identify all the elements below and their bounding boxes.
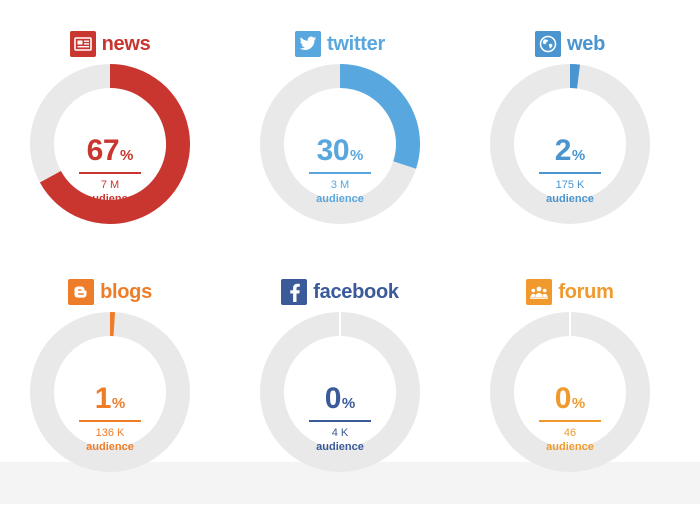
percent-label: 1% [95, 384, 126, 414]
channel-name: news [102, 33, 151, 56]
audience-value: 4 K [332, 426, 349, 440]
channel-name: web [567, 33, 605, 56]
percent-label: 0% [555, 384, 586, 414]
percent-value: 67 [87, 136, 119, 166]
card-title: facebook [230, 276, 450, 308]
donut-segment [570, 76, 579, 77]
percent-value: 1 [95, 384, 111, 414]
percent-symbol: % [342, 396, 355, 411]
audience-label: audience [316, 440, 364, 454]
percent-symbol: % [572, 148, 585, 163]
percent-value: 0 [325, 384, 341, 414]
audience-label: audience [86, 192, 134, 206]
percent-symbol: % [572, 396, 585, 411]
percent-label: 0% [325, 384, 356, 414]
audience-value: 175 K [556, 178, 585, 192]
channel-name: facebook [313, 281, 398, 304]
channel-name: twitter [327, 33, 385, 56]
divider [79, 420, 141, 422]
divider [309, 420, 371, 422]
divider [539, 420, 601, 422]
audience-label: audience [546, 192, 594, 206]
audience-label: audience [316, 192, 364, 206]
globe-icon [535, 31, 561, 57]
audience-label: audience [546, 440, 594, 454]
divider [79, 172, 141, 174]
card-title: blogs [0, 276, 220, 308]
blogger-icon [68, 279, 94, 305]
percent-value: 0 [555, 384, 571, 414]
channel-name: forum [558, 281, 613, 304]
audience-value: 136 K [96, 426, 125, 440]
percent-symbol: % [120, 148, 133, 163]
percent-symbol: % [350, 148, 363, 163]
divider [309, 172, 371, 174]
divider [539, 172, 601, 174]
channel-name: blogs [100, 281, 152, 304]
percent-value: 2 [555, 136, 571, 166]
news-icon [70, 31, 96, 57]
percent-label: 30% [317, 136, 364, 166]
percent-label: 67% [87, 136, 134, 166]
audience-value: 3 M [331, 178, 349, 192]
card-title: twitter [230, 28, 450, 60]
percent-symbol: % [112, 396, 125, 411]
forum-icon [526, 279, 552, 305]
percent-value: 30 [317, 136, 349, 166]
audience-value: 7 M [101, 178, 119, 192]
facebook-icon [281, 279, 307, 305]
audience-value: 46 [564, 426, 576, 440]
card-title: web [460, 28, 680, 60]
card-title: forum [460, 276, 680, 308]
twitter-icon [295, 31, 321, 57]
percent-label: 2% [555, 136, 586, 166]
audience-label: audience [86, 440, 134, 454]
card-title: news [0, 28, 220, 60]
